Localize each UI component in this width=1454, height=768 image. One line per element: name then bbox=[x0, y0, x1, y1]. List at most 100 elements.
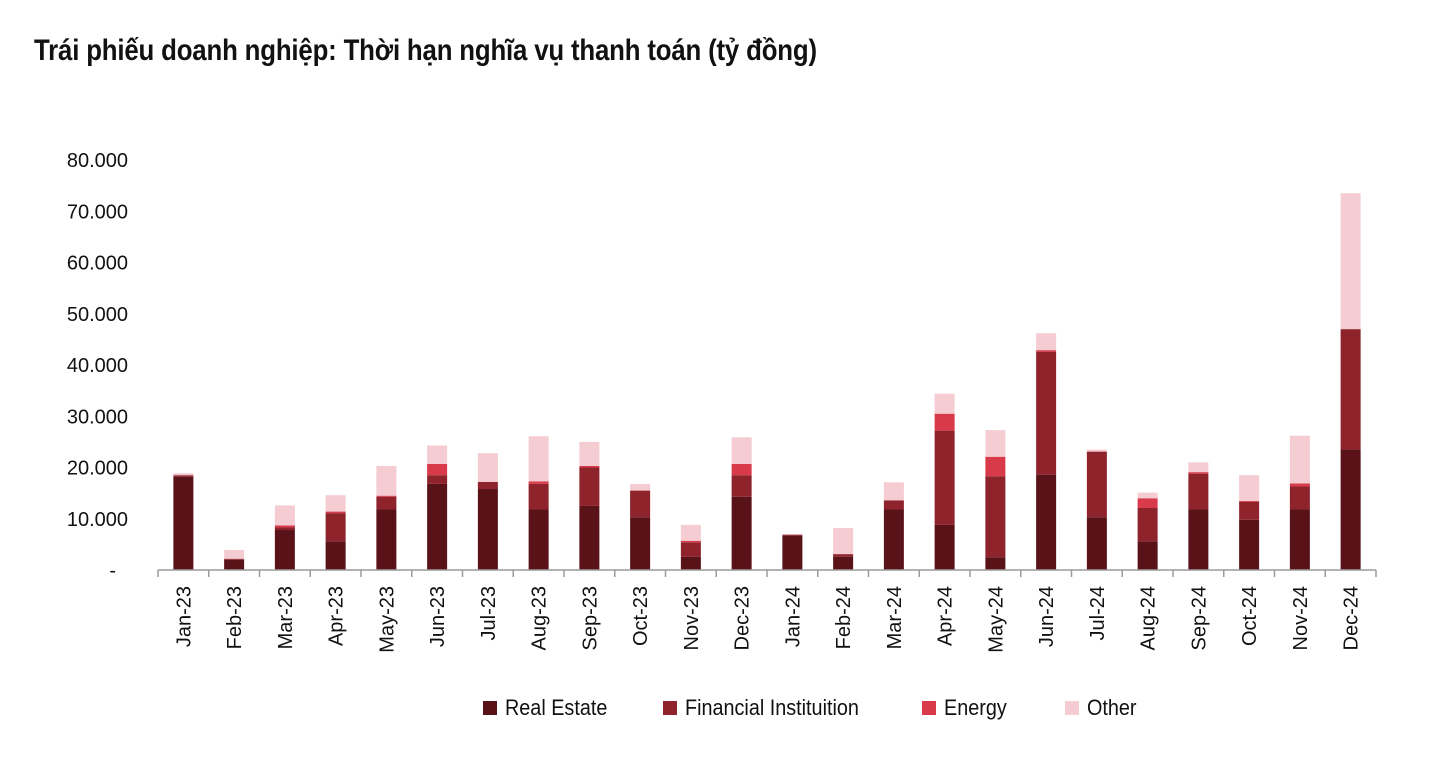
x-tick-label: Apr-24 bbox=[935, 586, 957, 646]
legend-swatch bbox=[483, 701, 497, 715]
bar-segment-jul-24-s1 bbox=[1086, 451, 1107, 518]
bar-segment-oct-24-s1 bbox=[1239, 501, 1260, 520]
bar-segment-mar-24-s1 bbox=[883, 500, 904, 510]
x-tick-label: Mar-24 bbox=[884, 586, 906, 649]
legend-swatch bbox=[922, 701, 936, 715]
bar-segment-aug-24-s2 bbox=[1137, 498, 1158, 508]
bar-segment-feb-23-s0 bbox=[224, 559, 245, 570]
bar-segment-may-24-s3 bbox=[985, 430, 1006, 457]
x-tick-label: Oct-23 bbox=[630, 586, 652, 646]
bars-layer bbox=[173, 193, 1361, 570]
bar-segment-jun-23-s2 bbox=[427, 463, 448, 476]
bar-segment-jul-24-s3 bbox=[1086, 449, 1107, 452]
x-tick-label: Dec-24 bbox=[1341, 586, 1363, 650]
bar-segment-dec-23-s1 bbox=[731, 475, 752, 497]
y-tick-label: 70.000 bbox=[67, 201, 128, 223]
bar-segment-jan-23-s1 bbox=[173, 475, 194, 477]
x-tick-label: Nov-23 bbox=[681, 586, 703, 650]
x-tick-label: Mar-23 bbox=[275, 586, 297, 649]
bar-segment-oct-23-s1 bbox=[630, 490, 651, 518]
bar-segment-nov-24-s2 bbox=[1289, 483, 1310, 487]
bar-segment-may-23-s3 bbox=[376, 465, 397, 496]
bar-segment-jun-23-s3 bbox=[427, 445, 448, 464]
y-tick-label: 50.000 bbox=[67, 304, 128, 326]
y-tick-label: 60.000 bbox=[67, 253, 128, 275]
x-tick-label: Dec-23 bbox=[732, 586, 754, 650]
legend-label: Energy bbox=[944, 695, 1007, 720]
legend-swatch bbox=[663, 701, 677, 715]
bar-segment-feb-23-s1 bbox=[224, 558, 245, 560]
bar-segment-oct-24-s2 bbox=[1239, 500, 1260, 502]
y-axis-labels: - 10.000 20.000 30.000 40.000 50.000 60.000 70.… bbox=[67, 150, 128, 582]
bar-segment-nov-24-s1 bbox=[1289, 486, 1310, 510]
bar-segment-mar-24-s0 bbox=[883, 509, 904, 570]
bar-segment-jun-24-s0 bbox=[1036, 474, 1057, 570]
bar-segment-aug-23-s0 bbox=[528, 509, 549, 570]
bar-segment-oct-24-s3 bbox=[1239, 475, 1260, 501]
bar-segment-sep-24-s0 bbox=[1188, 509, 1209, 570]
bar-segment-jan-23-s3 bbox=[173, 473, 194, 476]
bar-segment-apr-23-s3 bbox=[325, 495, 346, 512]
x-tick-label: Jul-24 bbox=[1087, 586, 1109, 640]
bar-segment-feb-24-s0 bbox=[833, 556, 854, 570]
bar-segment-aug-23-s2 bbox=[528, 481, 549, 484]
y-tick-label: - bbox=[109, 560, 116, 582]
bar-segment-jan-24-s0 bbox=[782, 535, 803, 570]
bar-segment-dec-23-s3 bbox=[731, 437, 752, 464]
x-tick-label: Feb-23 bbox=[224, 586, 246, 649]
bar-segment-nov-24-s3 bbox=[1289, 435, 1310, 484]
bar-segment-aug-23-s3 bbox=[528, 436, 549, 482]
bar-segment-jul-23-s3 bbox=[477, 453, 498, 482]
x-axis-labels: Jan-23 Feb-23 Mar-23 Apr-23 May-23 Jun-23 Jul-… bbox=[173, 586, 1362, 653]
bar-segment-sep-24-s1 bbox=[1188, 473, 1209, 510]
bar-segment-jul-23-s1 bbox=[477, 481, 498, 490]
stacked-bar-chart: - 10.000 20.000 30.000 40.000 50.000 60.000 70.… bbox=[67, 150, 1377, 653]
bar-segment-jun-24-s2 bbox=[1036, 350, 1057, 352]
bar-segment-mar-24-s3 bbox=[883, 482, 904, 501]
legend-item-financial-institution: Financial Instituition bbox=[663, 690, 878, 726]
y-tick-label: 80.000 bbox=[67, 150, 128, 172]
bar-segment-jul-24-s0 bbox=[1086, 517, 1107, 570]
bar-segment-jan-24-s1 bbox=[782, 534, 803, 536]
bar-segment-feb-24-s1 bbox=[833, 554, 854, 557]
bar-segment-aug-24-s1 bbox=[1137, 507, 1158, 542]
bar-segment-dec-23-s0 bbox=[731, 496, 752, 570]
y-tick-label: 30.000 bbox=[67, 406, 128, 428]
bar-segment-apr-24-s0 bbox=[934, 524, 955, 570]
x-tick-label: May-23 bbox=[376, 586, 398, 653]
bar-segment-jun-23-s1 bbox=[427, 475, 448, 484]
axes-layer bbox=[157, 569, 1377, 577]
bar-segment-may-24-s2 bbox=[985, 456, 1006, 477]
bar-segment-nov-23-s3 bbox=[680, 524, 701, 541]
x-tick-label: Jun-24 bbox=[1036, 586, 1058, 647]
chart-legend: Real Estate Financial Instituition Energ… bbox=[0, 690, 1454, 726]
bar-segment-aug-24-s0 bbox=[1137, 541, 1158, 570]
bar-segment-apr-23-s2 bbox=[325, 511, 346, 514]
bar-segment-oct-23-s3 bbox=[630, 483, 651, 491]
y-tick-label: 10.000 bbox=[67, 509, 128, 531]
bar-segment-apr-24-s1 bbox=[934, 430, 955, 525]
bar-segment-dec-24-s1 bbox=[1340, 329, 1361, 450]
y-tick-label: 20.000 bbox=[67, 458, 128, 480]
x-tick-label: Jul-23 bbox=[478, 586, 500, 640]
bar-segment-apr-23-s1 bbox=[325, 513, 346, 542]
bar-segment-aug-24-s3 bbox=[1137, 492, 1158, 499]
bar-segment-dec-23-s2 bbox=[731, 463, 752, 476]
x-tick-label: Oct-24 bbox=[1239, 586, 1261, 646]
x-tick-label: Aug-24 bbox=[1138, 586, 1160, 651]
bar-segment-sep-23-s3 bbox=[579, 441, 600, 466]
bar-segment-may-23-s2 bbox=[376, 495, 397, 497]
bar-segment-may-24-s0 bbox=[985, 557, 1006, 570]
bar-segment-may-23-s0 bbox=[376, 509, 397, 570]
bar-segment-oct-24-s0 bbox=[1239, 519, 1260, 570]
bar-segment-feb-23-s3 bbox=[224, 550, 245, 559]
bar-segment-may-24-s1 bbox=[985, 476, 1006, 558]
bar-segment-jul-23-s0 bbox=[477, 489, 498, 570]
x-tick-label: Jan-24 bbox=[782, 586, 804, 647]
bar-segment-feb-24-s3 bbox=[833, 527, 854, 555]
bar-segment-nov-23-s2 bbox=[680, 540, 701, 543]
bar-segment-nov-24-s0 bbox=[1289, 509, 1310, 570]
x-tick-label: Jun-23 bbox=[427, 586, 449, 647]
x-tick-label: Sep-24 bbox=[1188, 586, 1210, 651]
bar-segment-apr-24-s3 bbox=[934, 393, 955, 414]
